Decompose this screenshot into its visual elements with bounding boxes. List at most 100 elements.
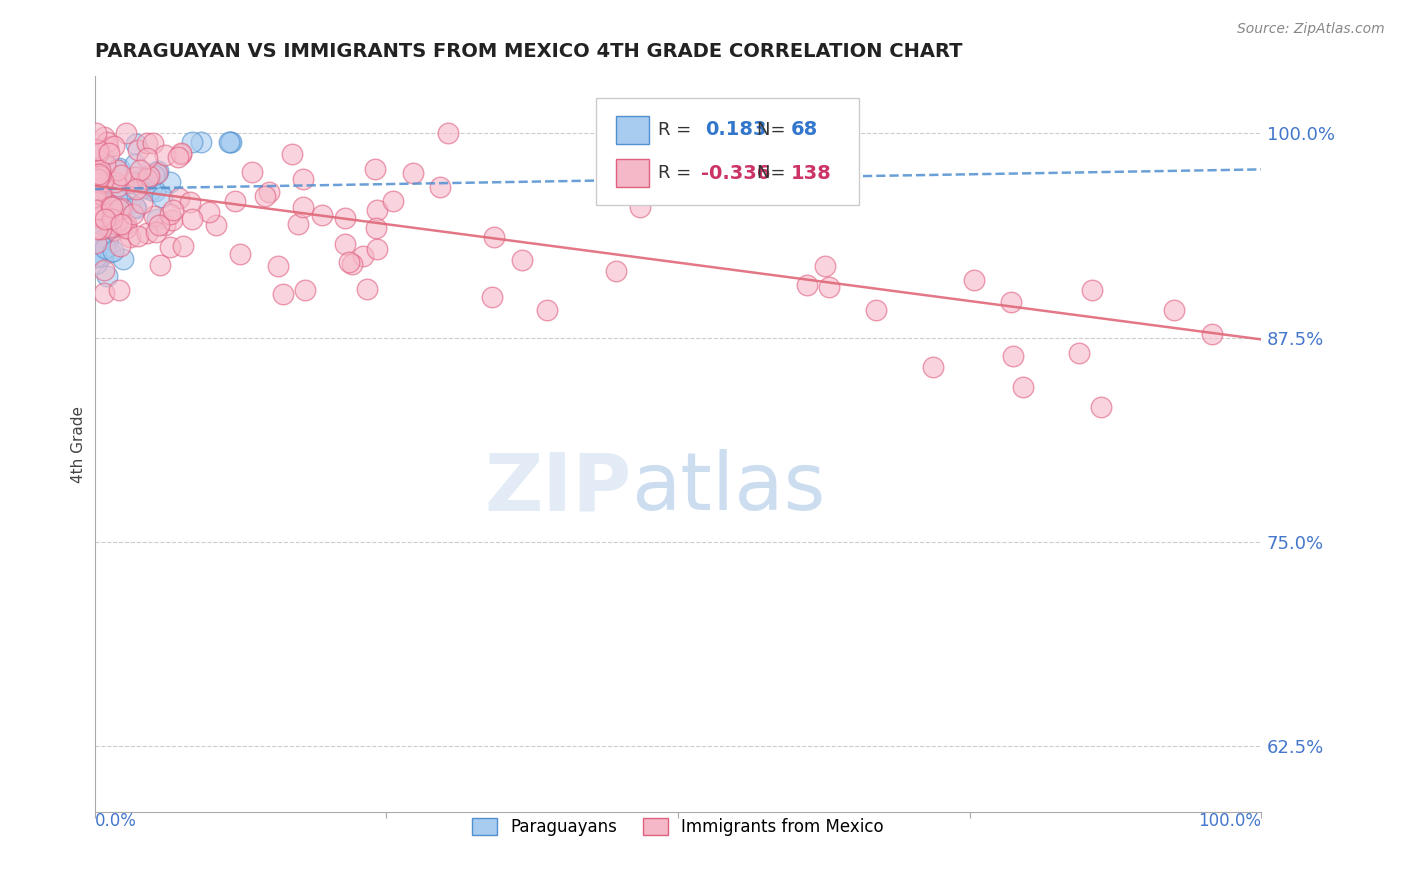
Point: [482, 230, 505, 244]
Point: [111, 252, 134, 266]
Point: [87, 172, 110, 186]
Point: [84, 191, 107, 205]
Point: [364, 161, 387, 176]
Point: [145, 226, 167, 240]
Point: [141, 136, 163, 151]
Point: [180, 135, 202, 149]
Point: [90, 199, 112, 213]
Point: [90, 176, 112, 190]
Point: [93, 130, 115, 145]
Text: 68: 68: [792, 120, 818, 139]
Point: [146, 163, 169, 178]
Point: [167, 150, 190, 164]
Point: [84, 249, 107, 263]
FancyBboxPatch shape: [616, 160, 648, 187]
Point: [98, 220, 121, 235]
Point: [149, 258, 172, 272]
Y-axis label: 4th Grade: 4th Grade: [72, 406, 86, 483]
Point: [145, 165, 167, 179]
Point: [132, 181, 155, 195]
Point: [90, 229, 112, 244]
Point: [84, 231, 107, 245]
Point: [89, 169, 111, 183]
Point: [110, 168, 132, 182]
Point: [87, 143, 110, 157]
Legend: Paraguayans, Immigrants from Mexico: Paraguayans, Immigrants from Mexico: [464, 809, 891, 844]
Point: [921, 360, 943, 375]
Point: [170, 147, 193, 161]
Text: PARAGUAYAN VS IMMIGRANTS FROM MEXICO 4TH GRADE CORRELATION CHART: PARAGUAYAN VS IMMIGRANTS FROM MEXICO 4TH…: [94, 42, 962, 61]
Point: [84, 194, 107, 209]
Point: [146, 166, 169, 180]
Point: [120, 175, 142, 189]
Point: [1081, 283, 1104, 297]
Point: [86, 256, 108, 270]
Point: [84, 235, 107, 250]
Point: [105, 217, 128, 231]
Point: [1201, 326, 1223, 341]
Point: [124, 200, 146, 214]
Point: [91, 150, 114, 164]
Text: 138: 138: [792, 164, 832, 183]
Point: [1000, 294, 1022, 309]
Point: [159, 206, 181, 220]
Point: [865, 303, 887, 318]
Point: [333, 211, 356, 225]
Point: [628, 200, 651, 214]
Point: [89, 225, 111, 239]
Point: [148, 218, 170, 232]
Text: N=: N=: [758, 164, 792, 183]
Point: [84, 226, 107, 240]
Point: [90, 222, 112, 236]
Point: [366, 243, 388, 257]
Point: [108, 283, 131, 297]
Point: [1090, 400, 1112, 414]
Point: [86, 146, 108, 161]
Point: [294, 283, 316, 297]
Point: [118, 230, 141, 244]
Point: [89, 202, 111, 216]
Point: [100, 199, 122, 213]
Point: [114, 221, 136, 235]
Point: [135, 136, 157, 151]
Point: [143, 210, 166, 224]
Point: [89, 210, 111, 224]
Point: [224, 194, 246, 208]
Point: [120, 195, 142, 210]
Point: [963, 273, 986, 287]
Point: [90, 249, 112, 263]
Text: 100.0%: 100.0%: [1198, 812, 1261, 830]
Point: [91, 222, 114, 236]
Point: [292, 201, 315, 215]
Point: [536, 303, 558, 318]
Point: [91, 191, 114, 205]
Point: [311, 209, 333, 223]
Point: [86, 195, 108, 210]
FancyBboxPatch shape: [616, 116, 648, 144]
Point: [814, 259, 837, 273]
Text: Source: ZipAtlas.com: Source: ZipAtlas.com: [1237, 22, 1385, 37]
Point: [94, 224, 117, 238]
Point: [100, 211, 122, 226]
Point: [124, 157, 146, 171]
Text: R =: R =: [658, 120, 697, 139]
Point: [110, 217, 132, 231]
Point: [169, 146, 191, 161]
Point: [84, 250, 107, 264]
Point: [162, 202, 184, 217]
Point: [125, 137, 148, 152]
Point: [90, 224, 112, 238]
Point: [124, 174, 146, 188]
Point: [172, 238, 194, 252]
Point: [87, 234, 110, 248]
Point: [818, 279, 841, 293]
Point: [136, 226, 159, 240]
Point: [93, 286, 115, 301]
Point: [796, 277, 818, 292]
Point: [90, 168, 112, 182]
Text: R =: R =: [658, 164, 697, 183]
Point: [101, 211, 124, 226]
Point: [87, 203, 110, 218]
Point: [87, 209, 110, 223]
Point: [96, 230, 118, 244]
